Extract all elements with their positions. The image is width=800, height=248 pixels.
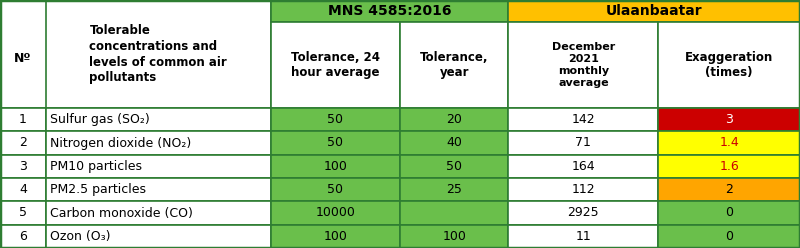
Text: Sulfur gas (SO₂): Sulfur gas (SO₂) — [50, 113, 150, 126]
Text: Tolerable
concentrations and
levels of common air
pollutants: Tolerable concentrations and levels of c… — [90, 24, 227, 85]
Bar — [0, 178, 46, 201]
Bar — [271, 131, 400, 155]
Bar — [271, 108, 400, 131]
Text: MNS 4585:2016: MNS 4585:2016 — [328, 4, 451, 18]
Bar — [46, 178, 271, 201]
Text: 4: 4 — [19, 183, 27, 196]
Bar — [508, 22, 658, 108]
Text: 0: 0 — [725, 230, 733, 243]
Bar — [0, 131, 46, 155]
Text: 10000: 10000 — [315, 207, 355, 219]
Text: 3: 3 — [726, 113, 733, 126]
Text: 25: 25 — [446, 183, 462, 196]
Bar — [0, 201, 46, 225]
Text: 2: 2 — [19, 136, 27, 150]
Text: Nº: Nº — [14, 53, 32, 65]
Text: 1.4: 1.4 — [719, 136, 739, 150]
Text: 50: 50 — [327, 136, 343, 150]
Bar — [508, 178, 658, 201]
Text: 164: 164 — [571, 160, 595, 173]
Bar — [508, 155, 658, 178]
Text: 40: 40 — [446, 136, 462, 150]
Text: Ozon (O₃): Ozon (O₃) — [50, 230, 110, 243]
Text: Exaggeration
(times): Exaggeration (times) — [685, 51, 774, 79]
Text: 50: 50 — [327, 113, 343, 126]
Bar — [508, 225, 658, 248]
Text: 50: 50 — [446, 160, 462, 173]
Bar — [400, 155, 508, 178]
Bar — [0, 108, 46, 131]
Text: PM2.5 particles: PM2.5 particles — [50, 183, 146, 196]
Text: 11: 11 — [575, 230, 591, 243]
Bar — [0, 0, 271, 108]
Bar — [508, 0, 800, 22]
Bar — [658, 178, 800, 201]
Bar — [658, 22, 800, 108]
Text: Ulaanbaatar: Ulaanbaatar — [606, 4, 702, 18]
Text: 50: 50 — [327, 183, 343, 196]
Bar — [658, 155, 800, 178]
Bar — [271, 0, 508, 22]
Bar — [658, 201, 800, 225]
Bar — [46, 201, 271, 225]
Bar — [0, 155, 46, 178]
Text: 6: 6 — [19, 230, 27, 243]
Text: 20: 20 — [446, 113, 462, 126]
Bar — [271, 178, 400, 201]
Text: 100: 100 — [323, 230, 347, 243]
Text: 100: 100 — [442, 230, 466, 243]
Text: Tolerance,
year: Tolerance, year — [420, 51, 489, 79]
Text: 0: 0 — [725, 207, 733, 219]
Text: 142: 142 — [571, 113, 595, 126]
Text: 1.6: 1.6 — [719, 160, 739, 173]
Text: 2: 2 — [726, 183, 733, 196]
Bar — [0, 225, 46, 248]
Bar — [271, 201, 400, 225]
Bar — [400, 178, 508, 201]
Text: December
2021
monthly
average: December 2021 monthly average — [552, 42, 615, 88]
Bar — [46, 108, 271, 131]
Text: Nitrogen dioxide (NO₂): Nitrogen dioxide (NO₂) — [50, 136, 191, 150]
Text: Carbon monoxide (CO): Carbon monoxide (CO) — [50, 207, 193, 219]
Bar — [400, 201, 508, 225]
Bar — [658, 108, 800, 131]
Text: Tolerance, 24
hour average: Tolerance, 24 hour average — [291, 51, 380, 79]
Bar — [46, 225, 271, 248]
Bar — [508, 131, 658, 155]
Text: 71: 71 — [575, 136, 591, 150]
Bar — [400, 225, 508, 248]
Text: 1: 1 — [19, 113, 27, 126]
Bar — [46, 131, 271, 155]
Bar — [271, 155, 400, 178]
Text: 112: 112 — [571, 183, 595, 196]
Text: 2925: 2925 — [567, 207, 599, 219]
Bar — [658, 131, 800, 155]
Bar — [400, 131, 508, 155]
Text: PM10 particles: PM10 particles — [50, 160, 142, 173]
Text: 3: 3 — [19, 160, 27, 173]
Bar — [508, 201, 658, 225]
Bar — [46, 155, 271, 178]
Bar — [508, 108, 658, 131]
Bar — [658, 225, 800, 248]
Bar — [400, 22, 508, 108]
Bar — [271, 225, 400, 248]
Bar — [400, 108, 508, 131]
Text: 5: 5 — [19, 207, 27, 219]
Text: 100: 100 — [323, 160, 347, 173]
Bar — [271, 22, 400, 108]
